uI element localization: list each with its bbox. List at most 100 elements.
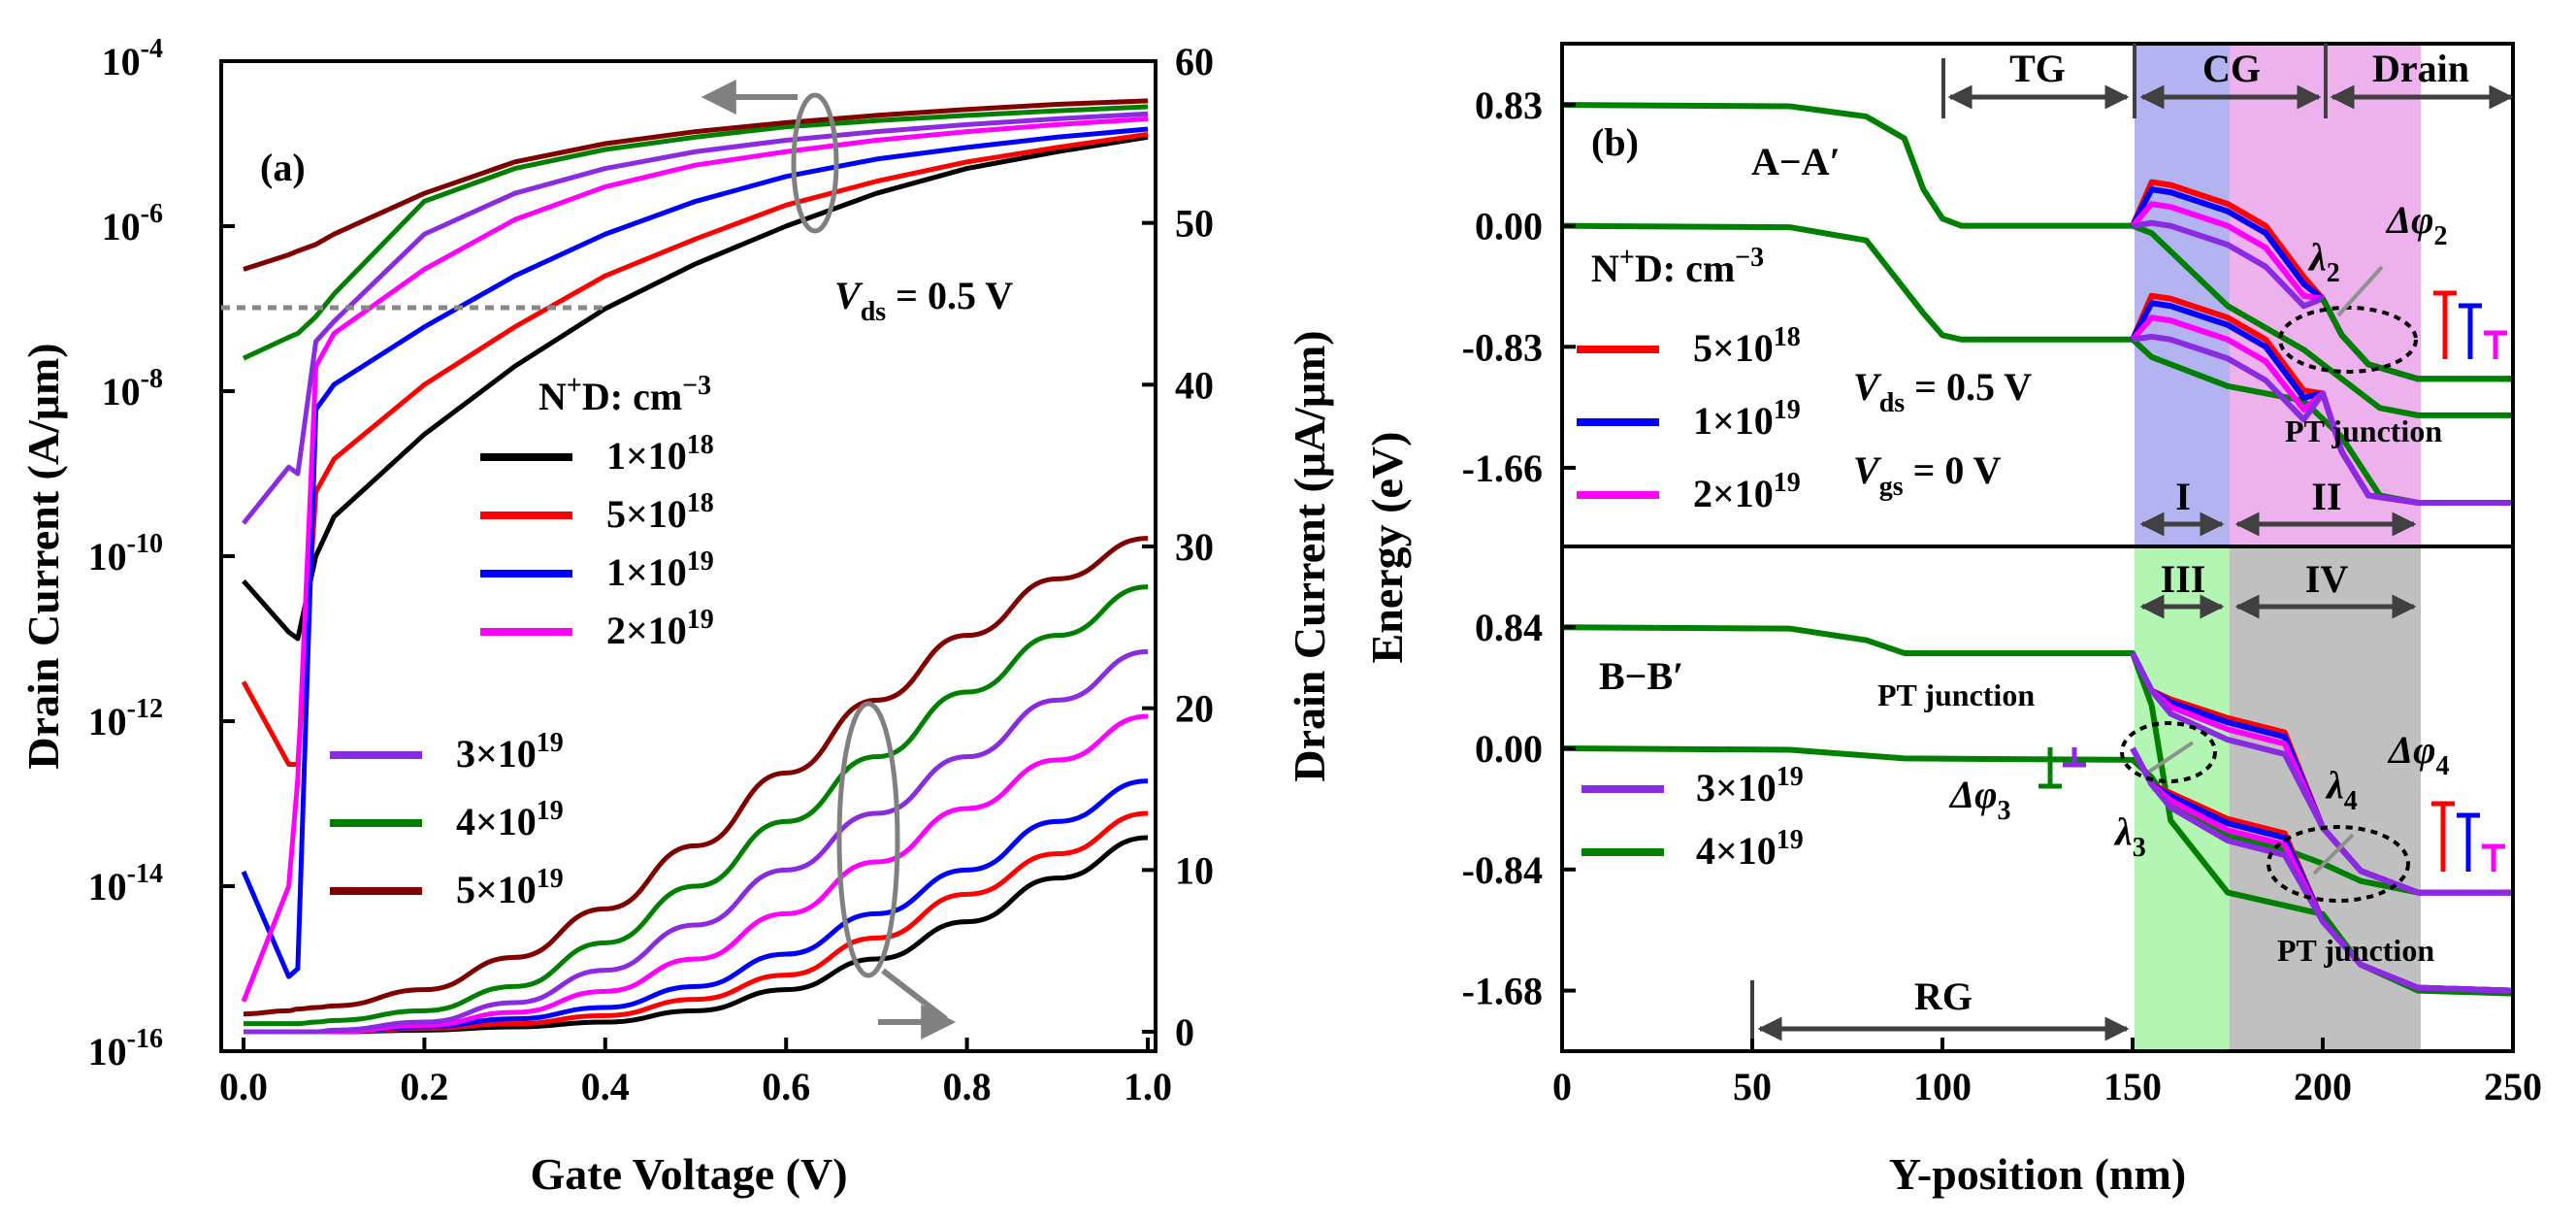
legend-entry-a: 2×1019	[606, 605, 714, 652]
cb-top-drain	[2320, 297, 2513, 382]
x-tick-label-a: 0.0	[219, 1065, 268, 1108]
section-b-label: B−B′	[1599, 654, 1683, 698]
dphi2-markers	[2433, 290, 2507, 359]
x-tick-label-a: 1.0	[1124, 1065, 1172, 1108]
y-tick-label-right: 10	[1175, 848, 1214, 892]
y-tick-label-b-bottom: -1.68	[1462, 970, 1543, 1013]
lambda3-label: λ3	[2113, 809, 2146, 863]
y-tick-label-b-top: -1.66	[1462, 446, 1543, 490]
y-tick-label-b-top: 0.83	[1475, 83, 1543, 127]
vb-bot-3	[2130, 746, 2514, 994]
pt-junction-label-2: PT junction	[1877, 677, 2035, 712]
lambda4-pointer	[2312, 833, 2355, 875]
y-tick-label-left: 10-6	[102, 199, 163, 248]
x-tick-label-b: 200	[2294, 1065, 2352, 1108]
panel-b-curves	[1561, 102, 2514, 997]
region-rg-label: RG	[1914, 974, 1973, 1018]
dphi3-markers	[2038, 747, 2086, 789]
region-i-label: I	[2175, 475, 2191, 518]
y-tick-label-b-bottom: -0.84	[1462, 848, 1543, 892]
y-tick-label-right: 60	[1175, 40, 1214, 83]
y-tick-label-b-bottom: 0.84	[1475, 606, 1543, 649]
region-iii-label: III	[2161, 557, 2206, 601]
y-tick-label-right: 30	[1175, 525, 1214, 569]
region-iv-shade	[2230, 546, 2421, 1051]
legend-entry-b-top: 2×1019	[1693, 468, 1801, 515]
dphi4-label: Δφ4	[2387, 728, 2449, 781]
log-curve-7	[243, 98, 1149, 272]
lambda4-label: λ4	[2325, 763, 2358, 816]
region-cg-label: CG	[2202, 47, 2261, 90]
legend-a: 1×1018 5×1018 1×1019 2×1019 3×1019 4×1019 5×10…	[330, 430, 714, 911]
panel-a-ticks: 0.0 0.2 0.4 0.6 0.8 1.0 10-4 10-6 10-8 10-10 10-12…	[88, 34, 1214, 1108]
legend-entry-a: 3×1019	[456, 728, 564, 776]
x-tick-label-b: 250	[2484, 1065, 2542, 1108]
legend-entry-a: 5×1019	[456, 864, 564, 911]
legend-title-b: N+D: cm−3	[1591, 243, 1764, 290]
y-axis-label-left: Drain Current (A/μm)	[18, 343, 68, 769]
legend-title-a: N+D: cm−3	[538, 371, 711, 418]
cb-bot-3	[2130, 651, 2513, 896]
x-axis-label-a: Gate Voltage (V)	[530, 1149, 847, 1199]
lambda3-pointer	[2147, 741, 2195, 774]
legend-entry-a: 1×1019	[606, 546, 714, 594]
linear-curve-7	[243, 536, 1149, 1017]
y-tick-label-left: 10-14	[88, 859, 163, 908]
panel-b-label: (b)	[1591, 120, 1639, 164]
legend-entry-b-bottom: 3×1019	[1696, 762, 1804, 809]
pt-ellipse-mid	[2120, 721, 2217, 783]
y-axis-label-b: Energy (eV)	[1362, 432, 1412, 664]
x-tick-label-b: 100	[1913, 1065, 1972, 1108]
lambda2-label: λ2	[2307, 235, 2340, 288]
x-tick-label-b: 0	[1552, 1065, 1572, 1108]
pt-junction-label-1: PT junction	[2285, 413, 2442, 448]
x-axis-label-b: Y-position (nm)	[1889, 1149, 2186, 1199]
x-tick-label-a: 0.6	[762, 1065, 810, 1108]
x-tick-label-b: 50	[1733, 1065, 1772, 1108]
legend-entry-a: 5×1018	[606, 488, 714, 536]
x-tick-label-a: 0.2	[400, 1065, 448, 1108]
pt-ellipse-bottom	[2266, 825, 2410, 903]
y-tick-label-right: 20	[1175, 687, 1214, 731]
legend-entry-b-top: 5×1018	[1693, 322, 1801, 370]
legend-entry-b-bottom: 4×1019	[1696, 825, 1804, 873]
x-tick-label-a: 0.4	[581, 1065, 630, 1108]
linear-curve-5	[244, 648, 1149, 1035]
cb-bot-4e19	[1561, 745, 2513, 896]
log-curve-3	[241, 126, 1149, 979]
panel-b-ticks: 0 50 100 150 200 250 0.83 0.00 -0.83 -1.66 0.84 0.0…	[1462, 83, 2542, 1108]
linear-curves-ellipse	[836, 701, 900, 978]
lambda2-pointer	[2336, 265, 2384, 317]
y-tick-label-left: 10-8	[102, 364, 163, 413]
panel-a-curves	[241, 98, 1149, 1035]
vds-label-a: Vds = 0.5 V	[834, 274, 1013, 327]
log-curves-ellipse	[791, 92, 839, 234]
panel-a-label: (a)	[260, 146, 306, 189]
y-tick-label-right: 50	[1175, 202, 1214, 246]
dphi2-label: Δφ2	[2385, 198, 2447, 251]
y-tick-label-left: 10-16	[88, 1024, 163, 1073]
y-tick-label-left: 10-10	[88, 529, 163, 578]
legend-entry-a: 1×1018	[606, 430, 714, 478]
region-tg-label: TG	[2009, 47, 2066, 90]
log-curve-1	[242, 134, 1149, 642]
pt-junction-label-3: PT junction	[2277, 933, 2434, 968]
y-tick-label-left: 10-4	[102, 34, 163, 83]
y-axis-label-right: Drain Current (μA/μm)	[1285, 330, 1334, 781]
linear-curve-6	[244, 584, 1149, 1027]
x-tick-label-a: 0.8	[943, 1065, 992, 1108]
y-tick-label-b-top: 0.00	[1475, 205, 1543, 248]
legend-entry-b-top: 1×1019	[1693, 395, 1801, 443]
region-ii-label: II	[2311, 475, 2341, 518]
legend-b: 5×1018 1×1019 2×1019 3×1019 4×1019	[1577, 322, 1804, 873]
y-tick-label-left: 10-12	[88, 694, 163, 743]
log-curve-4	[241, 116, 1149, 1003]
vb-top-4e19	[1561, 222, 2513, 506]
pt-ellipse-top	[2278, 306, 2418, 374]
section-a-label: A−A′	[1751, 140, 1841, 183]
region-drain-label: Drain	[2372, 47, 2469, 90]
log-curve-6	[242, 104, 1149, 361]
y-tick-label-b-bottom: 0.00	[1475, 727, 1543, 771]
panel-a: 0.0 0.2 0.4 0.6 0.8 1.0 10-4 10-6 10-8 10-10 10-12…	[18, 34, 1334, 1199]
